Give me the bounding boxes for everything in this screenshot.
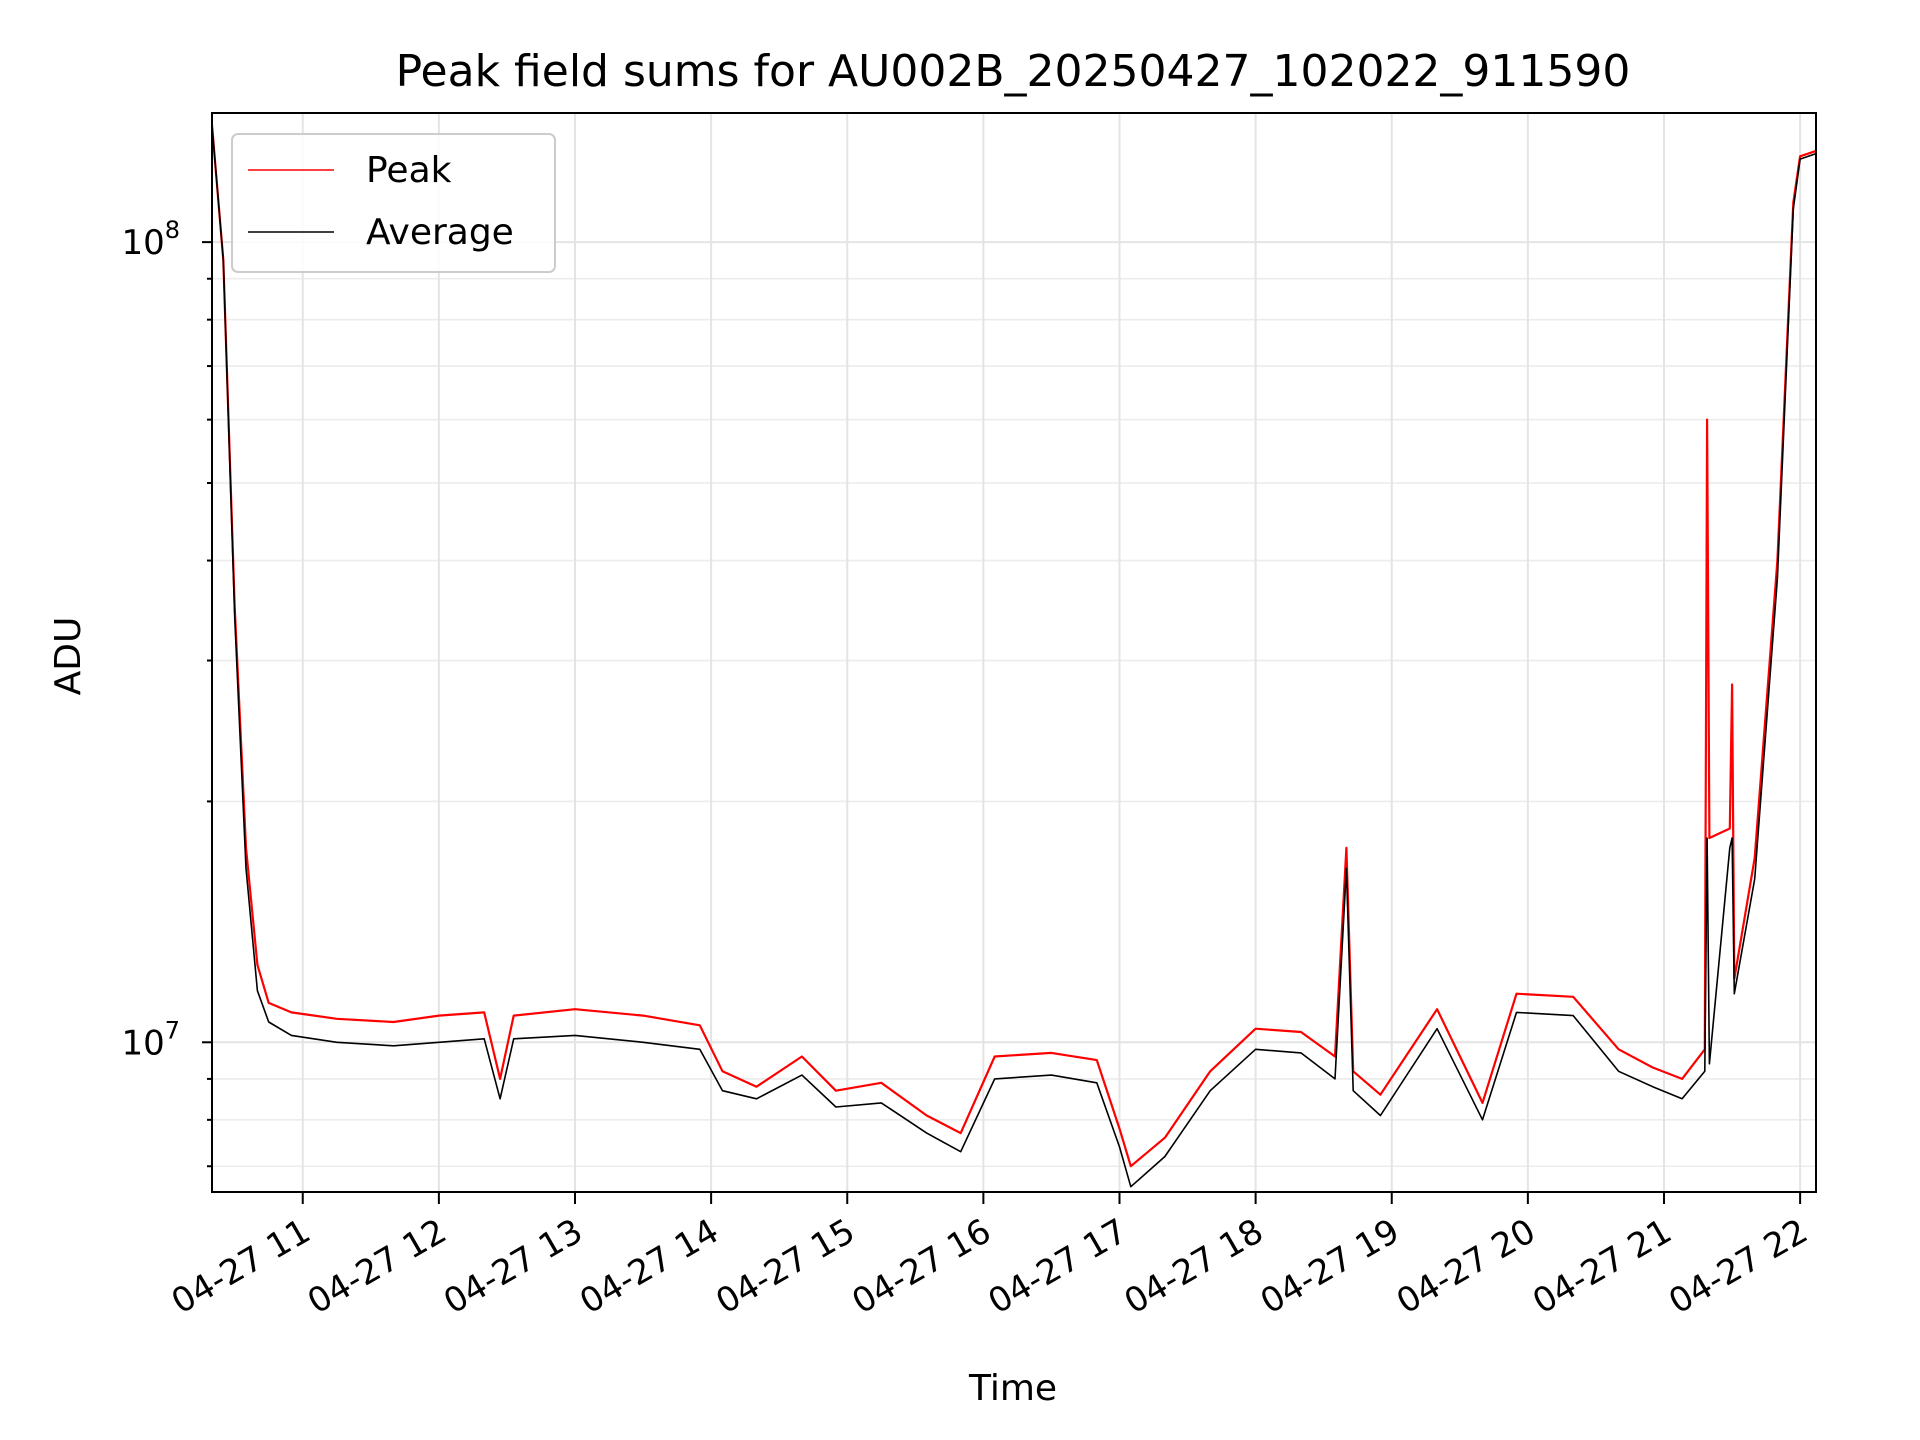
chart-title: Peak field sums for AU002B_20250427_1020… [396, 46, 1631, 97]
legend: Peak Average [231, 133, 556, 273]
y-tick-label: 108 [121, 216, 180, 263]
legend-label-average: Average [366, 212, 514, 253]
grid [212, 113, 1816, 1192]
y-tick-label: 107 [121, 1016, 180, 1063]
series-layer [210, 125, 1817, 1188]
y-axis-label: ADU [48, 617, 89, 696]
legend-box [231, 133, 556, 273]
series-line-average [211, 125, 1817, 1188]
legend-label-peak: Peak [366, 150, 452, 191]
y-axis: 107 108 [121, 216, 212, 1168]
plot-frame [211, 112, 1817, 1193]
x-axis-label: Time [968, 1368, 1057, 1409]
series-line-peak [210, 125, 1817, 1168]
